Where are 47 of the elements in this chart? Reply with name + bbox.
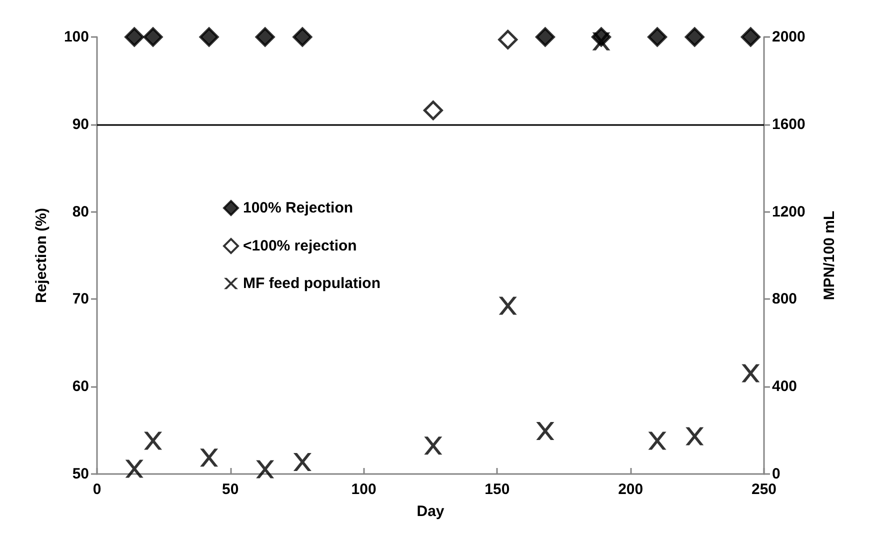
point xyxy=(648,27,668,47)
legend-label: <100% rejection xyxy=(243,238,357,254)
y-tick-label: 70 xyxy=(72,290,89,308)
y-tick-label: 90 xyxy=(72,116,89,133)
y-tick-label: 80 xyxy=(72,203,89,220)
point xyxy=(648,432,666,450)
y2-tick-label: 1200 xyxy=(772,203,806,220)
x-tick-label: 200 xyxy=(618,481,644,498)
legend-label: MF feed population xyxy=(243,275,380,292)
point xyxy=(256,460,274,478)
y2-tick-label: 2000 xyxy=(772,28,806,46)
y2-tick-label: 0 xyxy=(772,466,780,482)
x-tick-label: 150 xyxy=(484,481,510,498)
y2-tick-label: 800 xyxy=(772,290,798,308)
y2-tick-label: 400 xyxy=(772,378,798,396)
point xyxy=(124,27,144,47)
y-tick-label: 50 xyxy=(72,466,89,482)
point xyxy=(742,364,760,382)
y-axis-title: Rejection (%) xyxy=(33,208,50,304)
point xyxy=(199,27,219,47)
point xyxy=(143,27,163,47)
y2-axis-title: MPN/100 mL xyxy=(821,210,838,300)
point xyxy=(498,296,517,315)
x-tick-label: 50 xyxy=(222,481,239,498)
point xyxy=(686,427,704,446)
point xyxy=(498,30,518,50)
point xyxy=(592,32,610,50)
legend-label: 100% Rejection xyxy=(243,200,354,216)
point xyxy=(292,27,312,47)
point xyxy=(536,422,554,440)
point xyxy=(423,100,443,120)
point xyxy=(293,452,312,471)
point xyxy=(200,448,218,467)
y-tick-label: 60 xyxy=(72,378,89,396)
point xyxy=(144,432,162,450)
x-tick-label: 250 xyxy=(751,481,777,498)
point xyxy=(535,27,555,47)
point xyxy=(424,436,442,455)
point xyxy=(255,27,275,47)
y2-tick-label: 1600 xyxy=(772,116,806,133)
y-tick-label: 100 xyxy=(64,28,89,46)
x-axis-title: Day xyxy=(416,503,445,520)
x-tick-label: 100 xyxy=(351,481,376,498)
point xyxy=(740,27,760,47)
point xyxy=(684,27,704,47)
point xyxy=(125,460,144,478)
x-tick-label: 0 xyxy=(92,481,102,498)
